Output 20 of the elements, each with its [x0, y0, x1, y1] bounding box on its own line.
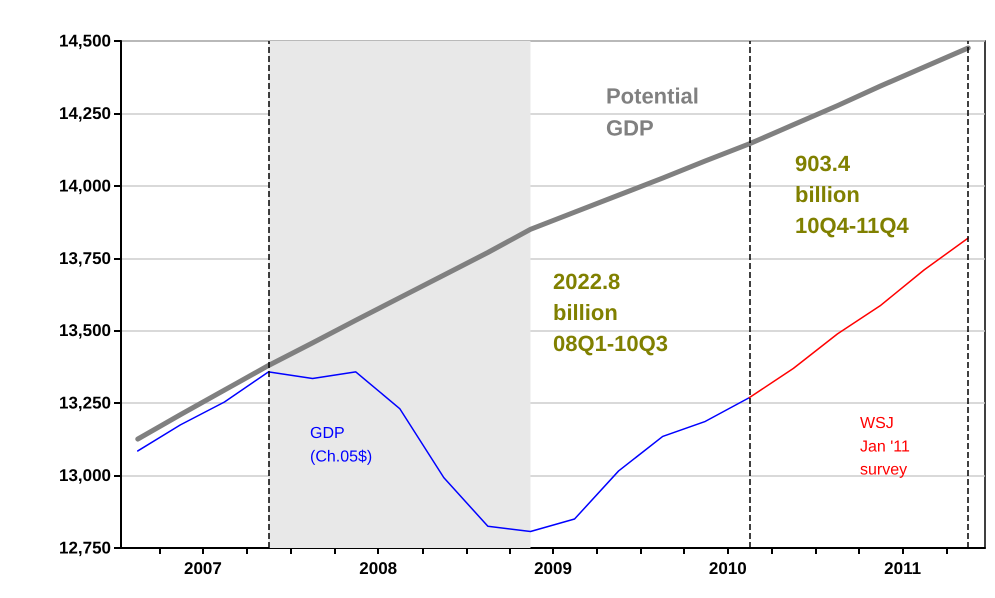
text: WSJ Jan '11 survey — [860, 415, 910, 478]
y-tick-label: 14,250 — [59, 104, 111, 123]
y-tick-label: 13,750 — [59, 248, 111, 268]
x-tick-label: 2011 — [884, 559, 922, 578]
annotation: 2022.8 billion 08Q1-10Q3 — [553, 269, 668, 356]
y-tick-label: 13,500 — [59, 321, 111, 340]
y-tick-label: 14,000 — [59, 176, 111, 196]
y-tick-label: 14,500 — [59, 32, 111, 50]
y-tick-label: 13,000 — [59, 466, 111, 486]
x-tick-label: 2010 — [708, 559, 747, 578]
series-label: GDP (Ch.05$) — [310, 425, 372, 466]
line-series — [748, 237, 969, 398]
series-label: Potential GDP — [606, 83, 699, 140]
y-tick-label: 12,750 — [59, 538, 111, 558]
x-tick-label: 2007 — [184, 559, 222, 578]
x-tick-label: 2009 — [534, 559, 572, 578]
y-tick-label: 13,250 — [59, 394, 111, 413]
line-series — [137, 371, 750, 532]
annotation: 903.4 billion 10Q4-11Q4 — [795, 151, 910, 238]
x-tick-label: 2008 — [359, 559, 398, 578]
